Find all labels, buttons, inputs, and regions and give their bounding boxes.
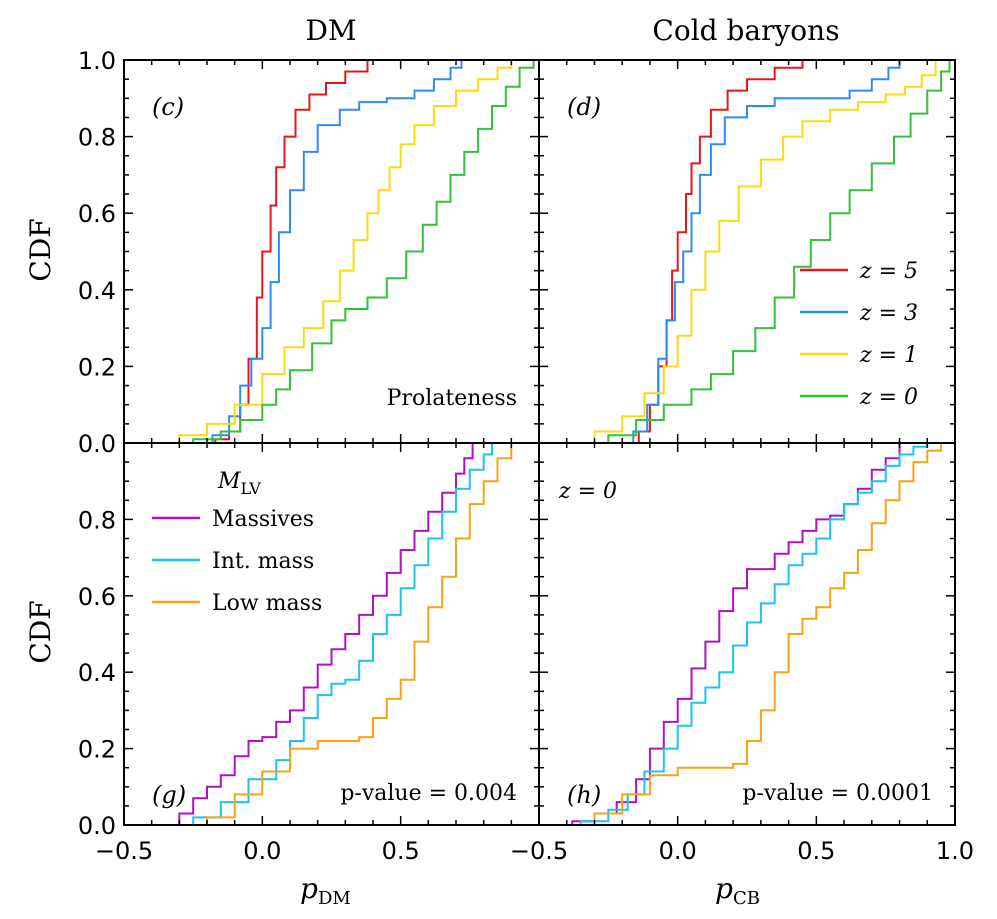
column-title-cold-baryons: Cold baryons bbox=[652, 14, 839, 47]
y-tick-label: 0.0 bbox=[78, 812, 116, 840]
y-tick-label: 0.4 bbox=[78, 659, 116, 687]
panel-tag: (d) bbox=[567, 93, 601, 121]
series-line-z-1 bbox=[151, 60, 513, 444]
y-tick-label: 1.0 bbox=[78, 47, 116, 75]
panel-c: (c) Prolateness bbox=[123, 59, 540, 444]
x-tick-label: −0.5 bbox=[95, 837, 153, 865]
panel-frame bbox=[538, 442, 956, 826]
x-tick-label: 0.0 bbox=[243, 837, 281, 865]
y-tick-label: 0.2 bbox=[78, 736, 116, 764]
panel-tag: (c) bbox=[152, 93, 184, 121]
x-tick-label: 1.0 bbox=[936, 837, 974, 865]
redshift-label: z = 0 bbox=[558, 479, 617, 504]
y-tick-label: 0.6 bbox=[78, 200, 116, 228]
legend-label: z = 0 bbox=[859, 385, 918, 410]
legend-redshift: z = 5 z = 3 z = 1 z = 0 bbox=[800, 259, 918, 410]
legend-mass: MLV Massives Int. mass Low mass bbox=[152, 469, 322, 616]
y-tick-label: 0.4 bbox=[78, 277, 116, 305]
legend-label: Massives bbox=[212, 507, 314, 532]
series-line-int-mass bbox=[165, 443, 493, 826]
panel-annotation: p-value = 0.0001 bbox=[742, 781, 933, 806]
panel-frame bbox=[123, 442, 540, 826]
y-tick-label: 0.0 bbox=[78, 430, 116, 458]
y-tick-label: 0.2 bbox=[78, 353, 116, 381]
y-axis-label-top: CDF bbox=[24, 218, 57, 281]
series-line-massives bbox=[165, 443, 474, 826]
x-tick-label: −0.5 bbox=[510, 837, 568, 865]
series-line-z-5 bbox=[193, 60, 369, 444]
panel-tag: (g) bbox=[152, 781, 186, 809]
y-tick-label: 0.8 bbox=[78, 506, 116, 534]
x-tick-label: 0.5 bbox=[382, 837, 420, 865]
x-axis-label-right: pCB bbox=[715, 872, 760, 909]
series-line-z-0 bbox=[165, 60, 535, 444]
panel-annotation: p-value = 0.004 bbox=[340, 781, 517, 806]
x-tick-label: 0.0 bbox=[659, 837, 697, 865]
y-tick-label: 0.6 bbox=[78, 583, 116, 611]
panel-h: (h) p-value = 0.0001 z = 0 bbox=[538, 442, 956, 826]
legend-label: z = 3 bbox=[859, 301, 918, 326]
column-title-dm: DM bbox=[305, 14, 356, 47]
series-line-low-mass bbox=[179, 443, 513, 826]
series-line-z-1 bbox=[566, 60, 937, 444]
panel-g: (g) p-value = 0.004 bbox=[123, 442, 540, 826]
x-tick-label: 0.5 bbox=[797, 837, 835, 865]
panel-tag: (h) bbox=[567, 781, 601, 809]
legend-label: z = 1 bbox=[859, 343, 918, 368]
panel-annotation: Prolateness bbox=[387, 386, 517, 411]
y-axis-label-bottom: CDF bbox=[24, 600, 57, 663]
series-line-int-mass bbox=[552, 443, 929, 826]
y-tick-label: 0.8 bbox=[78, 124, 116, 152]
legend-label: z = 5 bbox=[859, 259, 918, 284]
legend-label: Low mass bbox=[212, 591, 322, 616]
series-line-z-3 bbox=[616, 60, 901, 444]
x-axis-label-left: pDM bbox=[300, 872, 351, 909]
series-line-z-0 bbox=[580, 60, 951, 444]
series-line-z-3 bbox=[193, 60, 463, 444]
legend-title: MLV bbox=[217, 469, 261, 498]
legend-label: Int. mass bbox=[212, 549, 314, 574]
series-line-low-mass bbox=[566, 443, 943, 826]
